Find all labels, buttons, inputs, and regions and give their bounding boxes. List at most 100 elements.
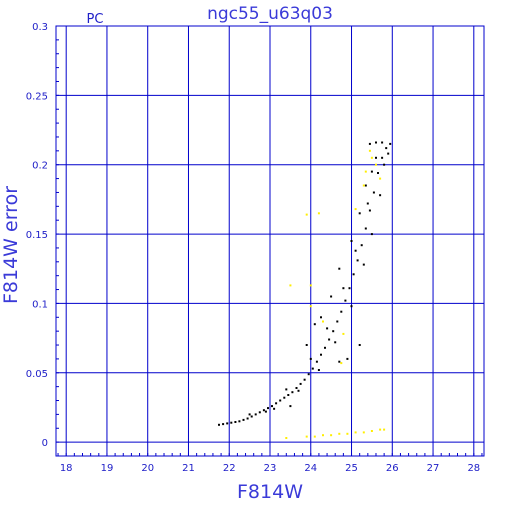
data-point [267, 407, 269, 410]
data-point [262, 409, 265, 412]
secondary-data-point [346, 432, 349, 435]
data-point [350, 305, 353, 308]
data-point [289, 405, 292, 408]
data-point [285, 388, 288, 391]
x-axis-title: F814W [237, 481, 303, 503]
data-point [362, 263, 365, 266]
data-point [258, 411, 261, 414]
data-point [238, 420, 241, 423]
data-point [354, 249, 357, 252]
secondary-data-point [317, 212, 320, 215]
secondary-data-point [305, 435, 308, 438]
data-point [264, 410, 267, 413]
data-point [283, 396, 286, 399]
data-point [297, 389, 300, 392]
data-point [385, 147, 388, 150]
data-point [234, 421, 237, 423]
x-tick-label: 25 [345, 463, 358, 474]
data-point [305, 344, 308, 346]
y-axis-title: F814W error [0, 186, 22, 304]
data-point [352, 273, 355, 276]
data-point [299, 382, 302, 385]
y-tick-label: 0.3 [32, 22, 48, 33]
data-point [346, 357, 349, 360]
data-point [242, 418, 245, 421]
data-point [248, 413, 251, 416]
secondary-data-point [342, 332, 345, 335]
data-point [315, 360, 318, 363]
data-point [340, 310, 343, 313]
axis-ticks [56, 25, 483, 456]
data-point [275, 402, 278, 405]
secondary-data-point [379, 428, 382, 431]
data-point [332, 330, 335, 333]
secondary-data-point [354, 208, 357, 211]
x-tick-label: 23 [264, 463, 277, 474]
data-point [330, 295, 333, 298]
y-tick-label: 0.1 [32, 299, 48, 310]
data-point [311, 367, 314, 370]
data-point [370, 170, 373, 173]
secondary-data-point [370, 430, 373, 432]
secondary-data-point [364, 170, 367, 173]
secondary-data-point [379, 177, 382, 180]
data-point [328, 338, 331, 341]
secondary-data-point [309, 284, 312, 287]
data-point [326, 327, 329, 330]
data-point [358, 212, 361, 215]
data-point [389, 142, 392, 145]
data-point [375, 156, 377, 159]
x-tick-labels: 18 19 20 21 22 23 24 25 26 27 28 [60, 463, 480, 474]
x-tick-label: 27 [427, 463, 440, 474]
data-point [366, 202, 369, 205]
data-point [383, 163, 386, 166]
data-point [226, 422, 229, 425]
x-tick-label: 22 [223, 463, 236, 474]
data-point [375, 141, 377, 144]
data-point [356, 259, 359, 262]
data-point [295, 387, 298, 389]
secondary-data-point [309, 305, 312, 308]
data-point [273, 407, 276, 410]
data-point [381, 156, 384, 159]
data-point [377, 172, 379, 174]
secondary-data-point [354, 431, 357, 434]
grid-lines [56, 25, 484, 456]
data-point [279, 399, 282, 402]
secondary-data-point [322, 320, 324, 323]
x-tick-label: 24 [304, 463, 317, 474]
secondary-data-point [370, 156, 373, 159]
data-point [313, 323, 316, 326]
secondary-data-point [340, 362, 343, 365]
secondary-data-point [338, 432, 341, 435]
x-tick-label: 19 [101, 463, 114, 474]
secondary-data-point [322, 434, 324, 437]
data-point [271, 405, 273, 408]
data-point [368, 142, 371, 145]
data-point [370, 233, 373, 236]
data-point [344, 299, 347, 302]
data-point [309, 357, 312, 360]
y-tick-label: 0.05 [26, 369, 48, 380]
data-point [287, 394, 290, 396]
secondary-data-point [362, 184, 365, 187]
data-point [230, 421, 233, 424]
corner-label: PC [87, 12, 104, 27]
data-point [320, 316, 322, 319]
secondary-data-point [305, 213, 308, 216]
data-point [379, 194, 382, 197]
secondary-data-point [313, 435, 316, 438]
data-point [358, 344, 361, 346]
secondary-data-point [362, 431, 365, 434]
data-point [381, 141, 384, 144]
secondary-data-point [368, 149, 371, 152]
data-point [307, 373, 310, 376]
y-tick-label: 0 [42, 438, 48, 449]
y-tick-label: 0.2 [32, 161, 48, 172]
data-points [218, 141, 392, 439]
data-point [350, 240, 353, 242]
data-point [250, 415, 253, 418]
data-point [254, 413, 257, 416]
y-tick-label: 0.25 [26, 91, 48, 102]
